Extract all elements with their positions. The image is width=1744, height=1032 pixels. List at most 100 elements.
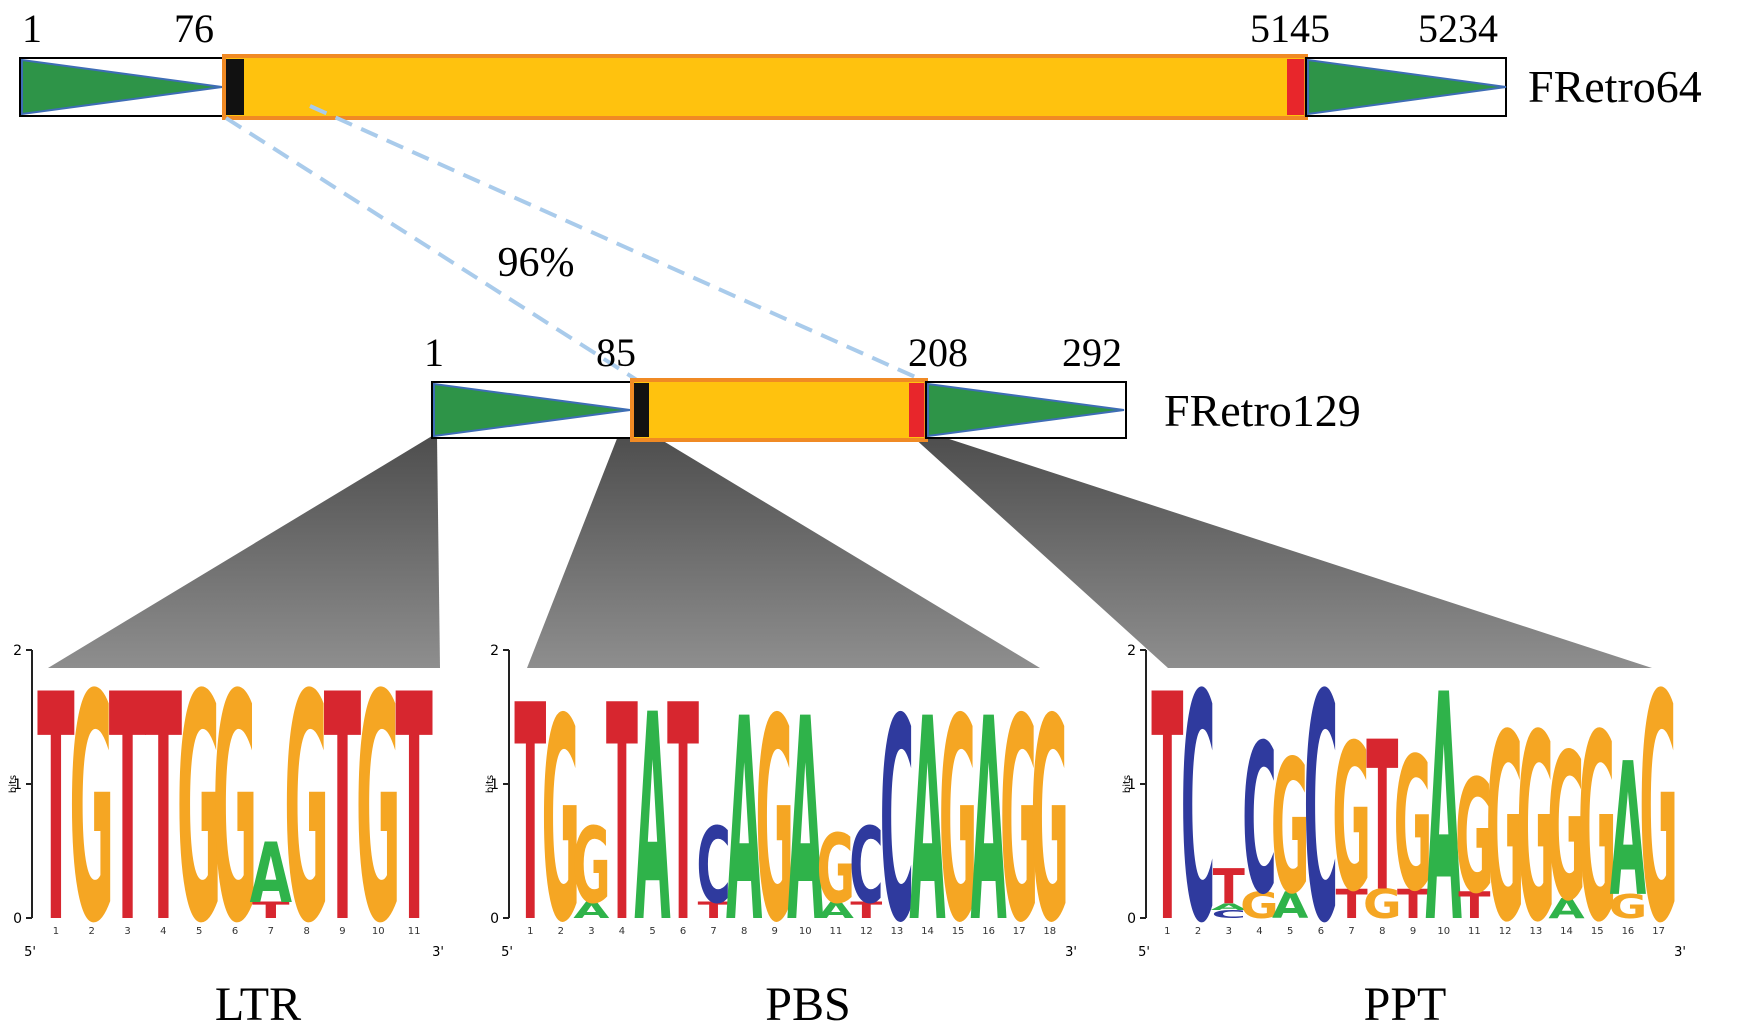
logo-letter-A: A	[634, 656, 670, 987]
logo-y-tick-label: 0	[1127, 911, 1136, 927]
logo-position-label: 9	[772, 926, 778, 937]
logo-letter-G: G	[69, 628, 114, 992]
logo-position-label: 4	[1256, 926, 1262, 937]
logo-letter-C: C	[1242, 702, 1277, 941]
logo-5prime-label: 5'	[24, 945, 36, 960]
logo-position-label: 17	[1013, 926, 1026, 937]
logo-position-label: 13	[1529, 926, 1542, 937]
logo-letter-C: C	[1181, 629, 1216, 993]
fretro64-right-ltr-triangle	[1307, 58, 1507, 116]
logo-y-axis-label: bits	[1122, 775, 1133, 793]
logo-letter-G: G	[1455, 748, 1494, 929]
logo-letter-T: T	[698, 898, 730, 924]
logo-position-label: 2	[1195, 926, 1201, 937]
logo-letter-G: G	[572, 806, 610, 927]
logo-y-tick-label: 2	[490, 643, 499, 659]
logo-y-axis-label: bits	[8, 775, 19, 793]
logo-letter-G: G	[1547, 711, 1586, 947]
logo-letter-T: T	[37, 628, 74, 992]
fretro129-ppt-marker	[909, 383, 924, 437]
logo-3prime-label: 3'	[1674, 945, 1686, 960]
logo-letter-G: G	[817, 813, 855, 925]
fretro64-ppt-marker	[1287, 59, 1304, 115]
logo-letter-C: C	[696, 806, 730, 927]
fretro129-label: FRetro129	[1164, 385, 1361, 436]
fretro129-ltr-end-position: 85	[596, 330, 636, 375]
logo-position-label: 9	[1410, 926, 1416, 937]
logo-letter-G: G	[939, 660, 977, 985]
fretro129-left-ltr-triangle	[433, 382, 631, 438]
logo-position-label: 5	[1287, 926, 1293, 937]
pbs-funnel	[527, 436, 1040, 668]
fretro129-pbs-marker	[634, 383, 649, 437]
logo-letter-T: T	[606, 643, 638, 989]
fretro64-label: FRetro64	[1528, 61, 1702, 112]
logo-position-label: 16	[1622, 926, 1635, 937]
logo-letter-A: A	[1426, 629, 1462, 993]
fretro129-end-position: 292	[1062, 330, 1122, 375]
identity-percentage: 96%	[498, 240, 575, 286]
logo-letter-T: T	[667, 643, 699, 989]
logo-letter-T: T	[514, 643, 546, 989]
logo-letter-G: G	[1363, 881, 1402, 928]
logo-letter-C: C	[1304, 629, 1339, 993]
logo-y-axis-label: bits	[485, 775, 496, 793]
connector-line-left	[224, 116, 642, 384]
logo-letter-T: T	[324, 628, 361, 992]
fretro64-element: 1 76 5145 5234 FRetro64	[19, 6, 1702, 120]
homology-connectors: 96%	[224, 104, 923, 384]
logo-letter-A: A	[1211, 902, 1248, 913]
fretro64-left-ltr-triangle	[21, 58, 223, 116]
logo-letter-T: T	[1366, 700, 1398, 939]
logo-letter-T: T	[1213, 860, 1246, 915]
logo-position-label: 14	[1560, 926, 1573, 937]
logo-position-label: 8	[741, 926, 747, 937]
logo-y-tick-label: 2	[1127, 643, 1136, 659]
logo-letter-C: C	[1212, 908, 1246, 921]
logo-position-label: 7	[1348, 926, 1354, 937]
logo-position-label: 4	[160, 926, 166, 937]
logo-position-label: 9	[339, 926, 345, 937]
logo-letter-T: T	[1397, 881, 1429, 928]
logo-position-label: 7	[710, 926, 716, 937]
logo-3prime-label: 3'	[1065, 945, 1077, 960]
fretro64-pbs-marker	[226, 59, 244, 115]
logo-position-label: 6	[680, 926, 686, 937]
logo-y-tick-label: 0	[13, 911, 22, 927]
logo-y-tick-label: 0	[490, 911, 499, 927]
logo-letter-T: T	[1151, 629, 1183, 993]
logo-letter-G: G	[1609, 887, 1648, 926]
fretro64-start-position: 1	[22, 6, 42, 51]
logo-position-label: 7	[268, 926, 274, 937]
logo-5prime-label: 5'	[1138, 945, 1150, 960]
logo-letter-G: G	[1271, 721, 1310, 935]
logo-letter-C: C	[880, 660, 914, 985]
pbs-logo-caption: PBS	[765, 978, 850, 1031]
logo-position-label: 2	[89, 926, 95, 937]
logo-letter-A: A	[971, 660, 1007, 985]
logo-y-tick-label: 2	[13, 643, 22, 659]
logo-letter-T: T	[145, 628, 182, 992]
logo-position-label: 12	[860, 926, 873, 937]
logo-y-tick-label: 1	[1127, 777, 1136, 793]
logo-position-label: 4	[619, 926, 625, 937]
logo-position-label: 11	[829, 926, 842, 937]
ltr-funnel	[48, 436, 440, 668]
logo-letter-G: G	[284, 628, 329, 992]
logo-position-label: 8	[303, 926, 309, 937]
logo-letter-G: G	[1394, 719, 1433, 933]
logo-letter-A: A	[818, 898, 855, 924]
ltr-logo-caption: LTR	[215, 978, 301, 1031]
logo-position-label: 17	[1652, 926, 1665, 937]
logo-letter-G: G	[756, 660, 794, 985]
logo-3prime-label: 3'	[432, 945, 444, 960]
logo-position-label: 6	[232, 926, 238, 937]
logo-position-label: 11	[408, 926, 421, 937]
logo-letter-A: A	[1272, 884, 1309, 927]
logo-position-label: 15	[952, 926, 965, 937]
logo-letter-T: T	[1458, 884, 1490, 927]
